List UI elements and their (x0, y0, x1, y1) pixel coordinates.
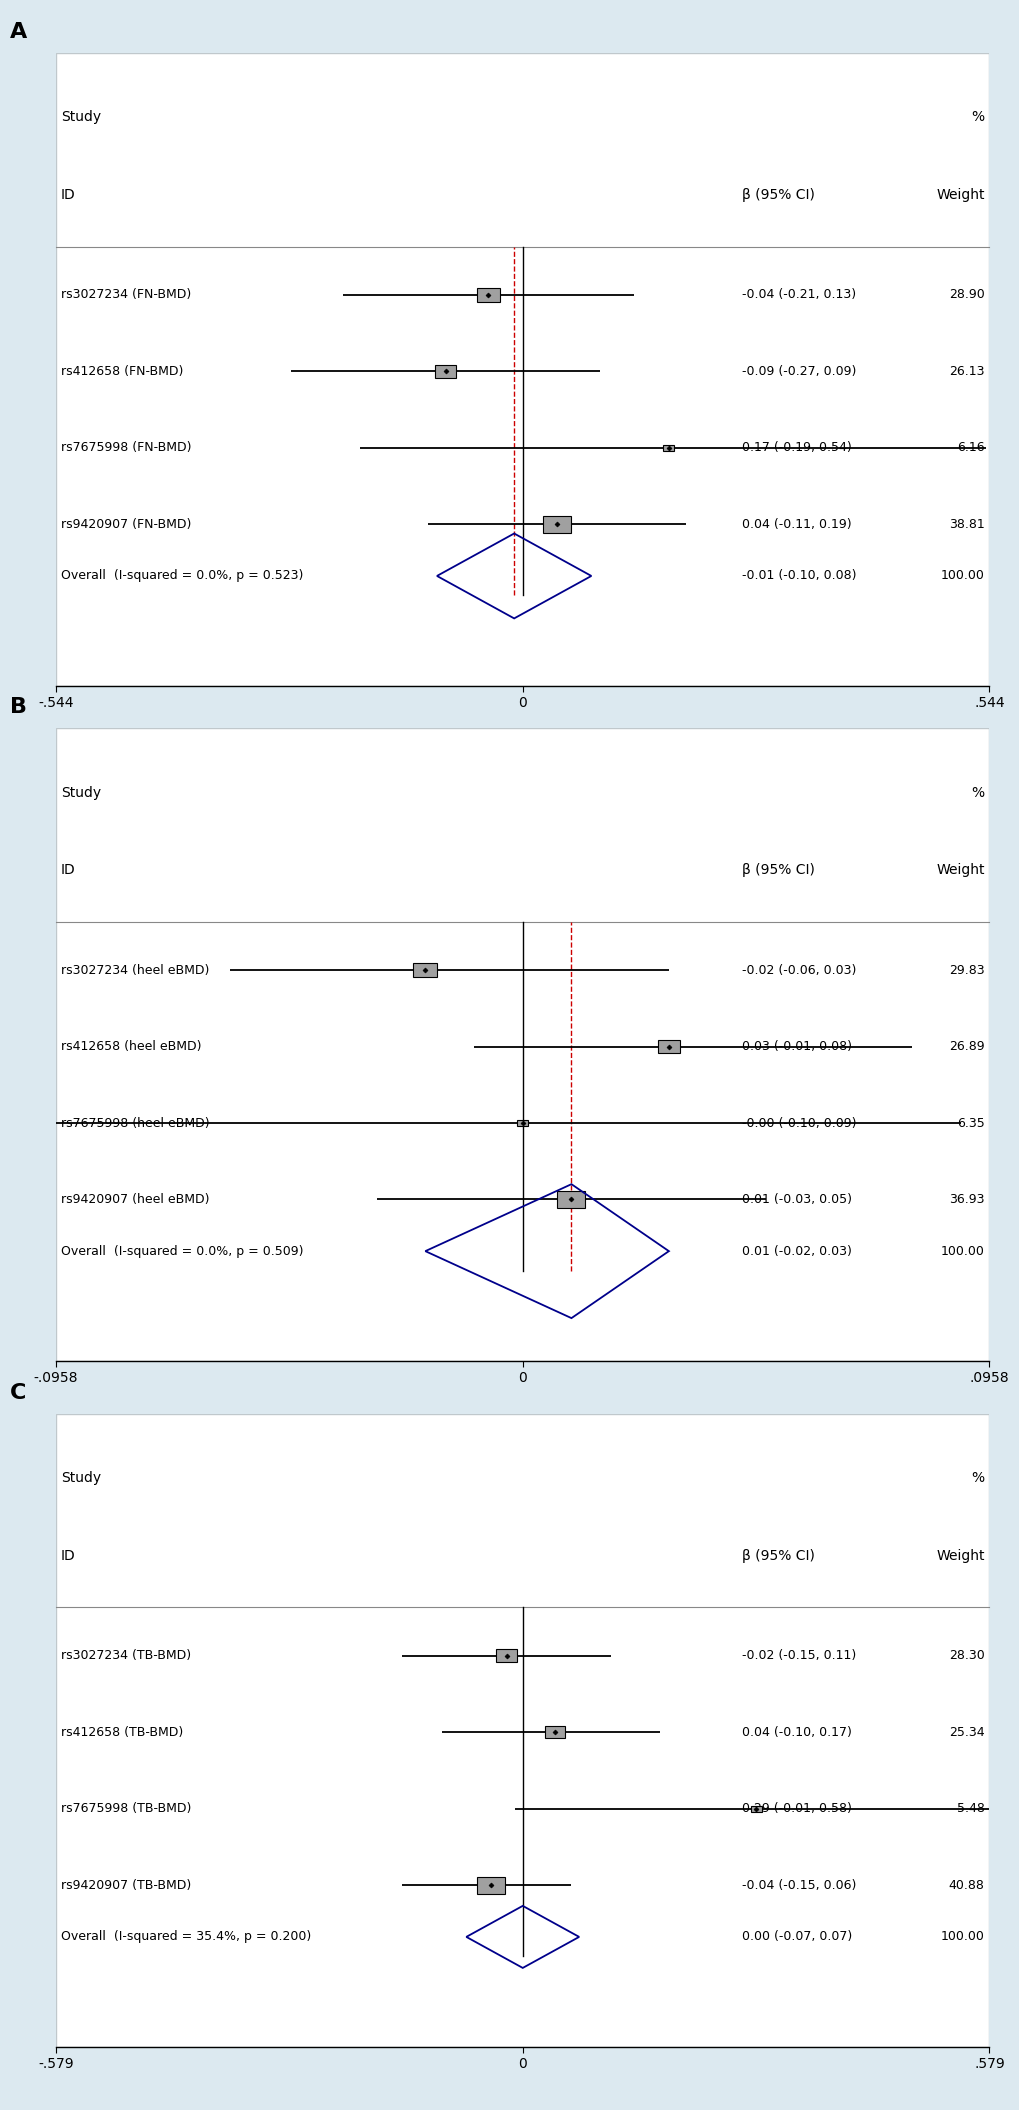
Bar (662, 445, 674, 452)
Text: 26.89: 26.89 (948, 1040, 983, 1053)
Text: 36.93: 36.93 (949, 1192, 983, 1207)
Text: B: B (10, 698, 28, 717)
Text: rs7675998 (TB-BMD): rs7675998 (TB-BMD) (61, 1802, 191, 1815)
Text: rs9420907 (FN-BMD): rs9420907 (FN-BMD) (61, 517, 191, 532)
Bar (434, 365, 455, 378)
Text: 29.83: 29.83 (948, 964, 983, 977)
Text: 100.00: 100.00 (940, 570, 983, 582)
Bar (413, 962, 437, 977)
Text: Weight: Weight (935, 188, 983, 203)
Text: -0.09 (-0.27, 0.09): -0.09 (-0.27, 0.09) (742, 365, 856, 378)
Text: Study: Study (61, 110, 101, 124)
Text: 26.13: 26.13 (949, 365, 983, 378)
Text: 40.88: 40.88 (948, 1878, 983, 1893)
Text: 0.03 (-0.01, 0.08): 0.03 (-0.01, 0.08) (742, 1040, 851, 1053)
Text: C: C (10, 1384, 26, 1403)
Text: rs3027234 (TB-BMD): rs3027234 (TB-BMD) (61, 1650, 191, 1663)
Text: 6.16: 6.16 (956, 441, 983, 454)
Text: 100.00: 100.00 (940, 1245, 983, 1258)
Text: rs9420907 (heel eBMD): rs9420907 (heel eBMD) (61, 1192, 209, 1207)
Text: β (95% CI): β (95% CI) (742, 188, 814, 203)
Text: Study: Study (61, 1471, 101, 1485)
Text: -0.01 (-0.10, 0.08): -0.01 (-0.10, 0.08) (742, 570, 856, 582)
Text: 0.04 (-0.11, 0.19): 0.04 (-0.11, 0.19) (742, 517, 851, 532)
Text: rs3027234 (heel eBMD): rs3027234 (heel eBMD) (61, 964, 209, 977)
Text: 28.90: 28.90 (948, 289, 983, 302)
Text: 25.34: 25.34 (948, 1726, 983, 1739)
Text: 0.01 (-0.03, 0.05): 0.01 (-0.03, 0.05) (742, 1192, 851, 1207)
Bar (544, 1726, 565, 1739)
Text: 5.48: 5.48 (956, 1802, 983, 1815)
Bar (657, 1040, 680, 1053)
Text: 0.17 (-0.19, 0.54): 0.17 (-0.19, 0.54) (742, 441, 851, 454)
Text: Overall  (I-squared = 35.4%, p = 0.200): Overall (I-squared = 35.4%, p = 0.200) (61, 1931, 311, 1943)
Text: β (95% CI): β (95% CI) (742, 863, 814, 878)
Text: 28.30: 28.30 (948, 1650, 983, 1663)
Text: 0.01 (-0.02, 0.03): 0.01 (-0.02, 0.03) (742, 1245, 851, 1258)
Text: %: % (971, 110, 983, 124)
Text: rs412658 (FN-BMD): rs412658 (FN-BMD) (61, 365, 183, 378)
Text: Study: Study (61, 785, 101, 800)
Text: -0.00 (-0.10, 0.09): -0.00 (-0.10, 0.09) (742, 1116, 856, 1129)
Text: ID: ID (61, 863, 75, 878)
Bar (557, 1190, 585, 1207)
Text: rs412658 (heel eBMD): rs412658 (heel eBMD) (61, 1040, 201, 1053)
Text: %: % (971, 785, 983, 800)
Bar (495, 1650, 517, 1663)
Text: Overall  (I-squared = 0.0%, p = 0.523): Overall (I-squared = 0.0%, p = 0.523) (61, 570, 303, 582)
Text: ID: ID (61, 188, 75, 203)
Text: rs7675998 (FN-BMD): rs7675998 (FN-BMD) (61, 441, 192, 454)
Bar (751, 1806, 761, 1812)
Text: 0.00 (-0.07, 0.07): 0.00 (-0.07, 0.07) (742, 1931, 852, 1943)
Text: -0.02 (-0.06, 0.03): -0.02 (-0.06, 0.03) (742, 964, 856, 977)
Bar (517, 1120, 528, 1127)
Text: Weight: Weight (935, 863, 983, 878)
Text: β (95% CI): β (95% CI) (742, 1549, 814, 1564)
Text: Weight: Weight (935, 1549, 983, 1564)
Text: rs7675998 (heel eBMD): rs7675998 (heel eBMD) (61, 1116, 209, 1129)
Text: 0.29 (-0.01, 0.58): 0.29 (-0.01, 0.58) (742, 1802, 851, 1815)
Text: rs3027234 (FN-BMD): rs3027234 (FN-BMD) (61, 289, 191, 302)
Bar (476, 1876, 504, 1893)
Text: ID: ID (61, 1549, 75, 1564)
Text: -0.04 (-0.21, 0.13): -0.04 (-0.21, 0.13) (742, 289, 855, 302)
Text: 6.35: 6.35 (956, 1116, 983, 1129)
Text: 100.00: 100.00 (940, 1931, 983, 1943)
Text: 38.81: 38.81 (948, 517, 983, 532)
Text: %: % (971, 1471, 983, 1485)
Text: -0.04 (-0.15, 0.06): -0.04 (-0.15, 0.06) (742, 1878, 856, 1893)
Text: rs9420907 (TB-BMD): rs9420907 (TB-BMD) (61, 1878, 191, 1893)
Bar (542, 515, 571, 532)
Bar (477, 289, 499, 302)
Text: rs412658 (TB-BMD): rs412658 (TB-BMD) (61, 1726, 182, 1739)
Text: 0.04 (-0.10, 0.17): 0.04 (-0.10, 0.17) (742, 1726, 851, 1739)
Text: -0.02 (-0.15, 0.11): -0.02 (-0.15, 0.11) (742, 1650, 856, 1663)
Text: A: A (10, 23, 28, 42)
Text: Overall  (I-squared = 0.0%, p = 0.509): Overall (I-squared = 0.0%, p = 0.509) (61, 1245, 303, 1258)
